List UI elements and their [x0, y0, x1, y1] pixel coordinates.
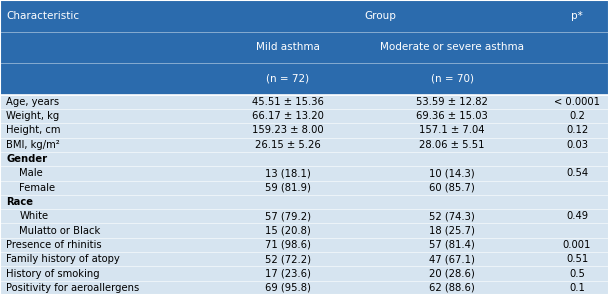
Text: 45.51 ± 15.36: 45.51 ± 15.36: [252, 97, 324, 107]
Text: White: White: [19, 211, 49, 221]
Text: Race: Race: [6, 197, 33, 207]
Text: 69.36 ± 15.03: 69.36 ± 15.03: [417, 111, 488, 121]
Text: Age, years: Age, years: [6, 97, 59, 107]
Text: Gender: Gender: [6, 154, 48, 164]
Text: 52 (72.2): 52 (72.2): [265, 254, 311, 264]
Text: 159.23 ± 8.00: 159.23 ± 8.00: [252, 125, 323, 135]
Text: 13 (18.1): 13 (18.1): [265, 168, 311, 178]
Text: Mild asthma: Mild asthma: [256, 42, 320, 52]
Text: 66.17 ± 13.20: 66.17 ± 13.20: [252, 111, 324, 121]
Text: 18 (25.7): 18 (25.7): [429, 226, 475, 236]
Text: Presence of rhinitis: Presence of rhinitis: [6, 240, 102, 250]
Text: 57 (81.4): 57 (81.4): [429, 240, 475, 250]
Text: 52 (74.3): 52 (74.3): [429, 211, 475, 221]
Text: Moderate or severe asthma: Moderate or severe asthma: [380, 42, 524, 52]
Text: 20 (28.6): 20 (28.6): [429, 268, 475, 278]
Text: 26.15 ± 5.26: 26.15 ± 5.26: [255, 140, 320, 150]
Text: 0.49: 0.49: [566, 211, 588, 221]
Text: 28.06 ± 5.51: 28.06 ± 5.51: [420, 140, 485, 150]
Text: Height, cm: Height, cm: [6, 125, 60, 135]
Text: (n = 72): (n = 72): [266, 74, 309, 84]
Bar: [0, 0, 609, 95]
Text: 17 (23.6): 17 (23.6): [265, 268, 311, 278]
Text: 157.1 ± 7.04: 157.1 ± 7.04: [420, 125, 485, 135]
Text: 0.54: 0.54: [566, 168, 588, 178]
Text: 0.51: 0.51: [566, 254, 588, 264]
Text: 0.2: 0.2: [569, 111, 585, 121]
Text: 0.12: 0.12: [566, 125, 588, 135]
Text: 0.001: 0.001: [563, 240, 591, 250]
Text: p*: p*: [571, 11, 583, 21]
Text: (n = 70): (n = 70): [431, 74, 474, 84]
Text: 15 (20.8): 15 (20.8): [265, 226, 311, 236]
Bar: [0, 95, 609, 295]
Text: 59 (81.9): 59 (81.9): [265, 183, 311, 193]
Text: BMI, kg/m²: BMI, kg/m²: [6, 140, 60, 150]
Text: < 0.0001: < 0.0001: [554, 97, 600, 107]
Text: 53.59 ± 12.82: 53.59 ± 12.82: [416, 97, 488, 107]
Text: Positivity for aeroallergens: Positivity for aeroallergens: [6, 283, 139, 293]
Text: 0.03: 0.03: [566, 140, 588, 150]
Text: 0.5: 0.5: [569, 268, 585, 278]
Text: Female: Female: [19, 183, 55, 193]
Text: 0.1: 0.1: [569, 283, 585, 293]
Text: 69 (95.8): 69 (95.8): [265, 283, 311, 293]
Text: Mulatto or Black: Mulatto or Black: [19, 226, 100, 236]
Text: 57 (79.2): 57 (79.2): [265, 211, 311, 221]
Text: Weight, kg: Weight, kg: [6, 111, 59, 121]
Text: 71 (98.6): 71 (98.6): [265, 240, 311, 250]
Text: Male: Male: [19, 168, 43, 178]
Text: History of smoking: History of smoking: [6, 268, 100, 278]
Text: Characteristic: Characteristic: [6, 11, 79, 21]
Text: Group: Group: [365, 11, 396, 21]
Text: 62 (88.6): 62 (88.6): [429, 283, 475, 293]
Text: 10 (14.3): 10 (14.3): [429, 168, 475, 178]
Text: Family history of atopy: Family history of atopy: [6, 254, 120, 264]
Text: 60 (85.7): 60 (85.7): [429, 183, 475, 193]
Text: 47 (67.1): 47 (67.1): [429, 254, 475, 264]
